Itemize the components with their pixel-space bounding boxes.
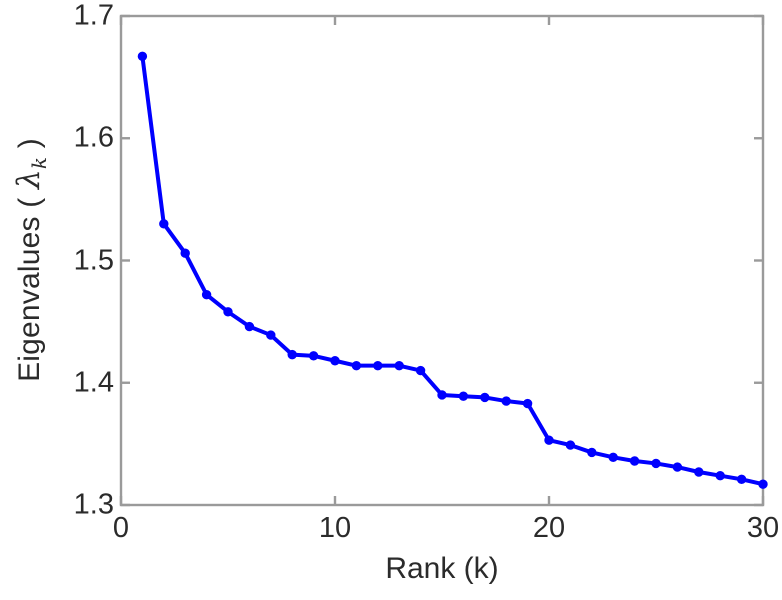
- data-point-marker: [159, 219, 169, 229]
- data-point-marker: [394, 360, 404, 371]
- data-point-marker: [544, 435, 554, 445]
- x-tick-label: 10: [318, 512, 352, 544]
- data-point-marker: [458, 391, 469, 401]
- data-point-marker: [330, 356, 340, 366]
- data-point-marker: [672, 462, 683, 472]
- data-point-marker: [651, 458, 661, 469]
- y-tick-label: 1.4: [73, 366, 114, 399]
- data-point-marker: [501, 396, 511, 406]
- y-tick-label: 1.5: [73, 244, 114, 277]
- data-point-marker: [608, 452, 618, 463]
- y-tick-label: 1.7: [73, 0, 114, 32]
- data-series-layer: [137, 51, 768, 489]
- data-point-marker: [437, 390, 447, 400]
- x-tick-label: 20: [532, 512, 566, 544]
- y-tick-label: 1.3: [73, 488, 114, 521]
- x-tick-label: 30: [746, 512, 780, 544]
- axis-frame: [119, 14, 765, 507]
- y-tick-label: 1.6: [73, 121, 114, 154]
- data-point-marker: [587, 447, 597, 458]
- x-axis-label: Rank (k): [385, 552, 499, 585]
- axis-box: [119, 14, 765, 507]
- data-point-marker: [629, 456, 640, 466]
- data-point-marker: [373, 360, 383, 371]
- data-point-marker: [736, 474, 747, 485]
- data-point-marker: [415, 365, 426, 376]
- data-point-marker: [480, 392, 490, 403]
- data-point-marker: [715, 470, 725, 481]
- data-point-marker: [308, 351, 319, 361]
- data-point-marker: [201, 290, 212, 300]
- y-tick-label-group: 1.7 1.6 1.5 1.4 1.3: [0, 0, 114, 600]
- data-point-marker: [266, 330, 276, 340]
- data-point-marker: [758, 479, 768, 489]
- data-point-marker: [565, 440, 576, 450]
- data-line: [140, 54, 765, 487]
- data-point-marker: [137, 51, 148, 62]
- data-point-marker: [694, 467, 704, 477]
- data-point-marker: [287, 349, 297, 360]
- data-point-marker: [180, 248, 190, 258]
- data-point-marker: [351, 360, 362, 371]
- data-point-marker: [522, 398, 533, 409]
- x-tick-label: 0: [112, 512, 130, 544]
- data-point-marker: [223, 307, 233, 317]
- data-point-marker: [244, 321, 255, 332]
